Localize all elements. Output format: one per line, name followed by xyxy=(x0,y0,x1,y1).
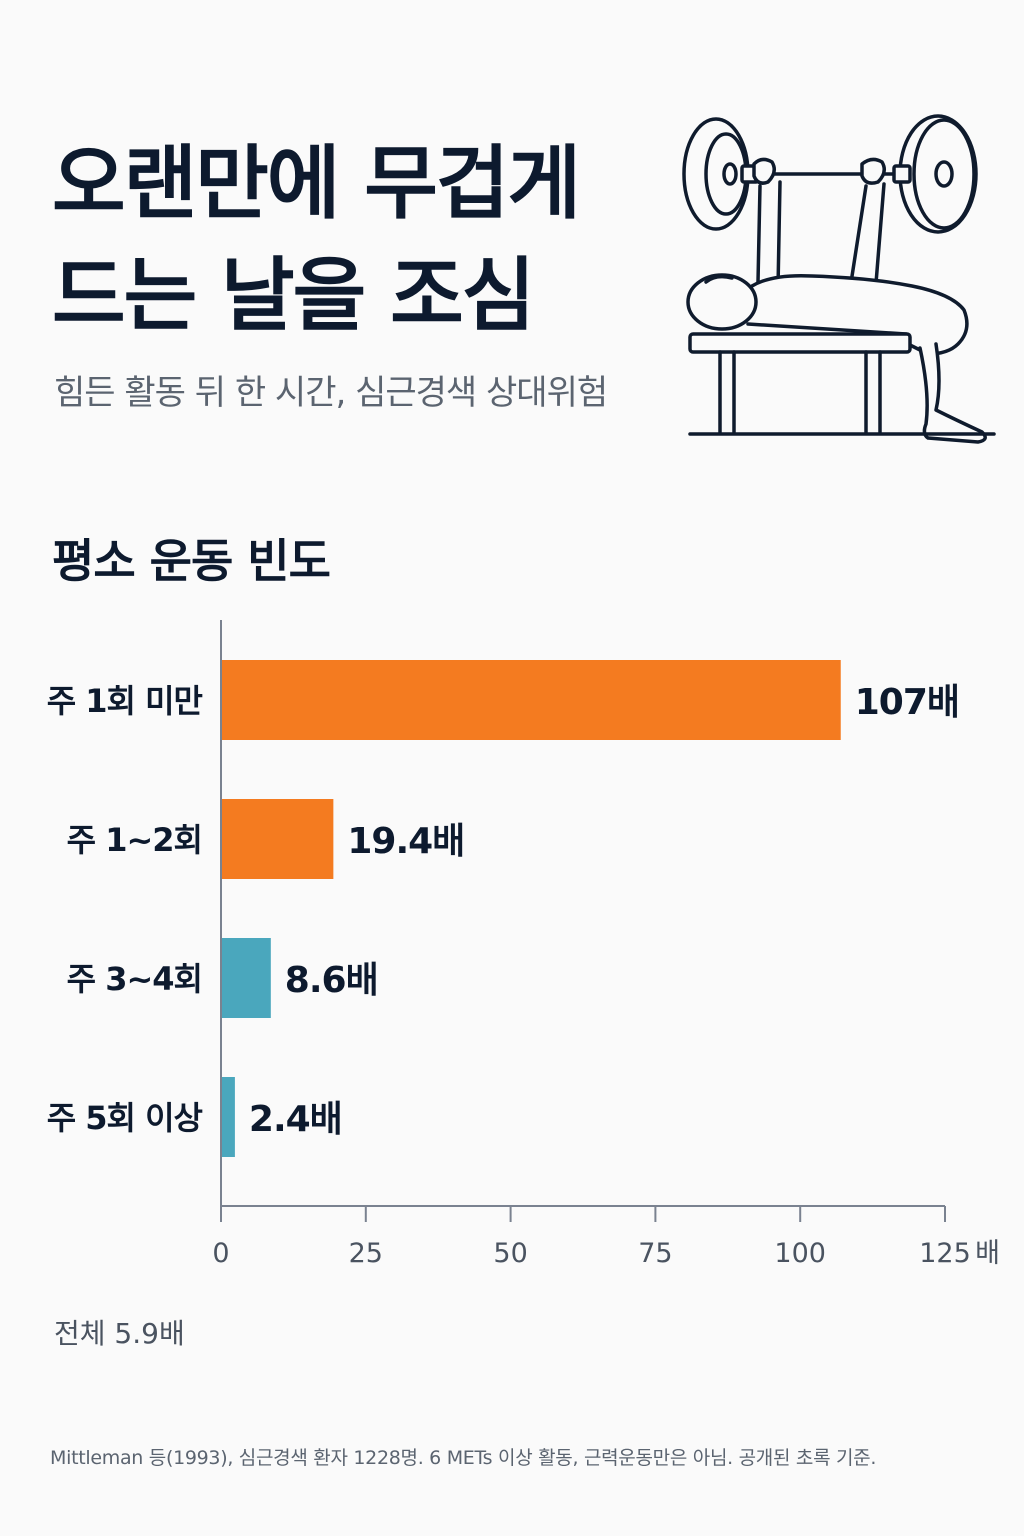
x-axis-unit: 배 xyxy=(975,1238,1000,1269)
category-label: 주 5회 이상 xyxy=(47,1099,203,1137)
x-tick-label: 50 xyxy=(493,1238,527,1269)
category-label: 주 1회 미만 xyxy=(47,682,203,720)
page-title-line-2: 드는 날을 조심 xyxy=(52,249,535,342)
bar-4 xyxy=(221,1077,235,1157)
page-subtitle: 힘든 활동 뒤 한 시간, 심근경색 상대위험 xyxy=(54,373,608,413)
bench-press-icon xyxy=(682,114,996,444)
overall-summary: 전체 5.9배 xyxy=(54,1317,185,1350)
x-tick-label: 0 xyxy=(212,1238,229,1269)
x-tick-label: 75 xyxy=(638,1238,672,1269)
x-tick-label: 100 xyxy=(774,1238,826,1269)
value-label: 8.6배 xyxy=(285,960,378,1001)
x-tick-label: 25 xyxy=(349,1238,383,1269)
value-label: 2.4배 xyxy=(249,1099,342,1140)
category-label: 주 3~4회 xyxy=(67,960,202,998)
value-label: 107배 xyxy=(855,682,959,723)
category-label: 주 1~2회 xyxy=(67,821,202,859)
bar-1 xyxy=(221,660,841,740)
page-title-line-1: 오랜만에 무겁게 xyxy=(52,137,581,230)
chart-section-title: 평소 운동 빈도 xyxy=(52,534,331,588)
bar-2 xyxy=(221,799,334,879)
bar-3 xyxy=(221,938,271,1018)
x-tick-label: 125 xyxy=(919,1238,971,1269)
value-label: 19.4배 xyxy=(347,821,464,862)
source-footnote: Mittleman 등(1993), 심근경색 환자 1228명. 6 METs… xyxy=(50,1447,877,1469)
page-title: 오랜만에 무겁게 드는 날을 조심 xyxy=(52,128,672,352)
